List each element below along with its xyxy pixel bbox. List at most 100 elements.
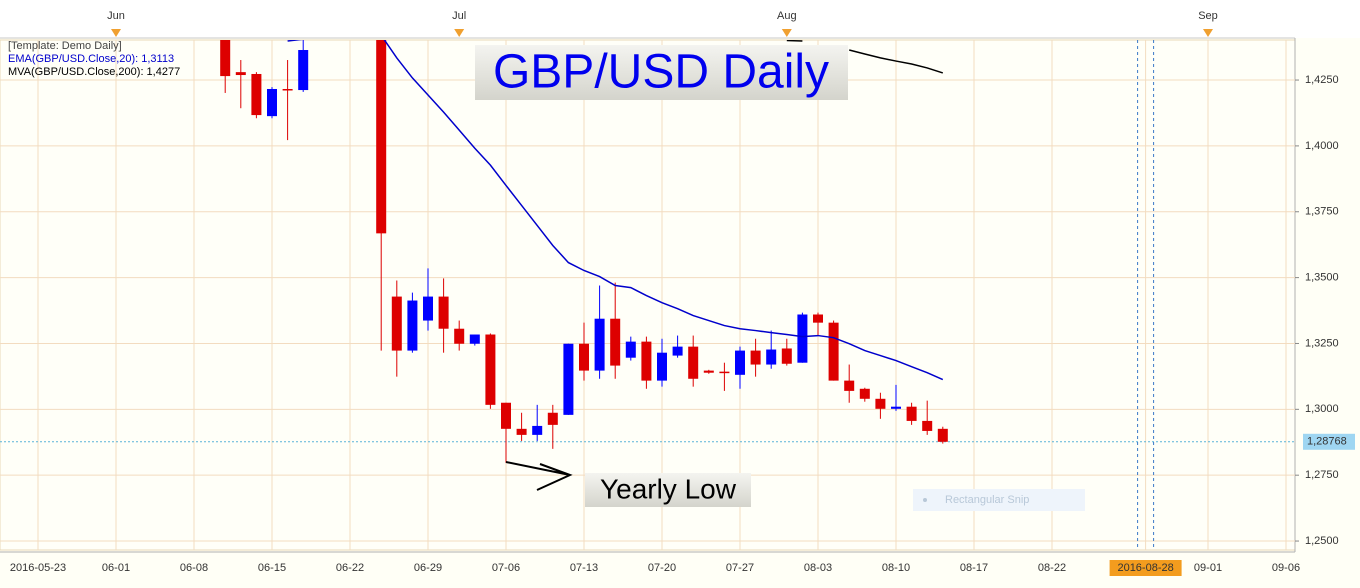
overlay-icon <box>923 498 927 502</box>
candle-body <box>797 314 808 363</box>
candle-body <box>391 296 402 351</box>
candle-body <box>563 343 574 415</box>
candle-body <box>703 370 714 373</box>
overlay: Rectangular Snip <box>913 489 1085 511</box>
month-label: Jun <box>107 10 125 22</box>
plot-area <box>0 39 1296 551</box>
candle-body <box>813 314 823 323</box>
y-tick-label: 1,4000 <box>1305 140 1339 152</box>
candle-body <box>641 341 652 381</box>
legend-entry: EMA(GBP/USD.Close,20): 1,3113 <box>8 53 174 65</box>
last-price-box <box>1303 433 1355 450</box>
candle-body <box>625 341 636 358</box>
candle-body <box>859 388 870 399</box>
candle-body <box>781 348 792 364</box>
indicator-line <box>849 49 944 74</box>
x-tick-label: 08-03 <box>804 562 832 574</box>
candle-body <box>438 296 449 329</box>
y-tick-label: 1,2750 <box>1305 469 1339 481</box>
title-box <box>475 45 848 100</box>
x-tick-label: 2016-08-28 <box>1117 562 1173 574</box>
candle-body <box>735 350 745 375</box>
month-marker <box>111 29 121 37</box>
candle-body <box>891 406 901 409</box>
y-tick-label: 1,3000 <box>1305 403 1339 415</box>
x-tick-label: 06-29 <box>414 562 442 574</box>
x-tick-label: 06-01 <box>102 562 130 574</box>
indicator-line <box>786 40 803 42</box>
x-tick-label: 08-22 <box>1038 562 1066 574</box>
marks <box>0 40 1295 463</box>
candle-body <box>485 334 496 405</box>
month-marker <box>1203 29 1213 37</box>
candle-body <box>251 73 262 116</box>
x-tick-label: 08-17 <box>960 562 988 574</box>
x-tick-label: 09-01 <box>1194 562 1222 574</box>
y-tick-label: 1,3250 <box>1305 337 1339 349</box>
axes: 1,2500 1,2750 1,3000 1,3250 1,3500 1,3750 1,40… <box>10 10 1355 576</box>
x-tick-label: 06-15 <box>258 562 286 574</box>
candle-body <box>657 352 667 381</box>
x-tick-label: 07-13 <box>570 562 598 574</box>
x-tick-label: 07-06 <box>492 562 520 574</box>
chart-title: GBP/USD Daily <box>493 46 829 99</box>
candle-body <box>688 346 699 379</box>
overlay-text: Rectangular Snip <box>945 494 1029 506</box>
candle-body <box>610 318 621 366</box>
y-tick-label: 1,3500 <box>1305 272 1339 284</box>
candle-body <box>282 88 293 91</box>
candle-body <box>906 406 917 421</box>
x-tick-label: 08-10 <box>882 562 910 574</box>
y-tick-label: 1,3750 <box>1305 206 1339 218</box>
annotation-text: Yearly Low <box>600 473 737 504</box>
annotation-box <box>585 473 751 507</box>
annotation-arrow <box>505 461 573 491</box>
month-label: Sep <box>1198 10 1218 22</box>
candle-body <box>579 343 589 371</box>
candle-body <box>235 72 246 76</box>
candle-body <box>766 349 777 365</box>
x-tick-label: 07-27 <box>726 562 754 574</box>
month-marker <box>781 29 792 37</box>
candle-body <box>844 380 855 391</box>
candle-body <box>423 296 433 321</box>
candle-body <box>501 402 511 429</box>
candle-body <box>719 371 730 374</box>
candle-body <box>547 412 558 425</box>
candle-body <box>875 398 886 409</box>
cursor-label-box <box>1109 560 1182 576</box>
candle-body <box>469 334 480 344</box>
candle-body <box>922 420 933 431</box>
indicator-line <box>287 40 303 42</box>
candle-body <box>937 428 948 442</box>
x-tick-label: 06-08 <box>180 562 208 574</box>
x-tick-label: 09-06 <box>1272 562 1300 574</box>
legend-entry: MVA(GBP/USD.Close,200): 1,4277 <box>8 66 180 78</box>
candle-body <box>532 425 543 435</box>
overlay-box <box>913 489 1085 511</box>
candle-body <box>376 40 387 234</box>
month-marker <box>454 29 465 37</box>
top-axis-band <box>0 0 1360 38</box>
candle-body <box>750 350 761 365</box>
candle-body <box>220 40 231 77</box>
last-price-label: 1,28768 <box>1307 436 1347 448</box>
annotation: Yearly Low <box>505 461 751 507</box>
candle-body <box>454 328 465 344</box>
candle-body <box>267 88 277 117</box>
candle-body <box>828 322 839 381</box>
month-label: Aug <box>777 10 797 22</box>
candle-body <box>298 50 309 91</box>
candle-body <box>407 300 418 351</box>
y-tick-label: 1,2500 <box>1305 535 1339 547</box>
grid <box>0 40 1295 550</box>
y-tick-label: 1,4250 <box>1305 74 1339 86</box>
x-tick-label: 2016-05-23 <box>10 562 66 574</box>
candle-body <box>594 318 605 371</box>
candle-body <box>516 428 527 435</box>
template-label: [Template: Demo Daily] <box>8 40 122 52</box>
x-tick-label: 06-22 <box>336 562 364 574</box>
month-label: Jul <box>452 10 466 22</box>
